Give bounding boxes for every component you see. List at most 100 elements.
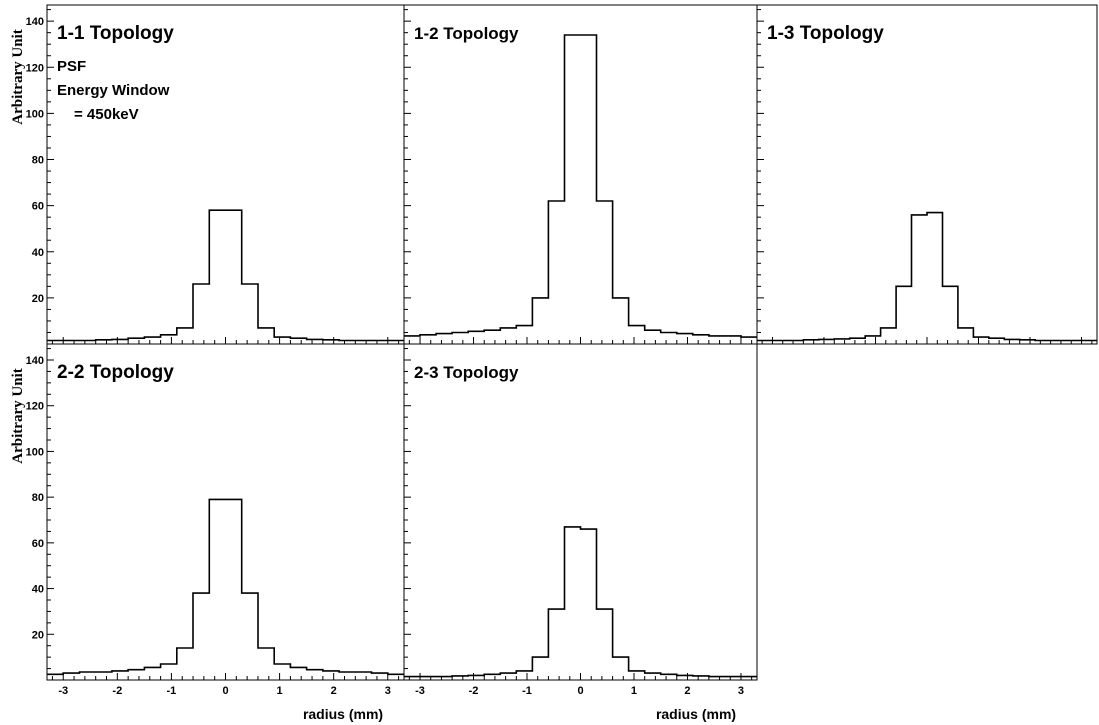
x-axis-label: radius (mm) — [303, 706, 383, 722]
histogram-bin — [355, 341, 371, 344]
x-tick-label: 3 — [738, 685, 744, 697]
histogram-bin — [290, 338, 306, 344]
panel-1-2-topology: 1-2 Topology — [403, 4, 758, 345]
histogram-bin — [881, 328, 896, 344]
histogram-bin — [112, 339, 128, 344]
histogram-bin — [645, 673, 661, 680]
histogram-bin — [803, 340, 818, 344]
histogram-bin — [834, 339, 849, 344]
histogram-bin — [1035, 341, 1050, 344]
y-tick-label: 40 — [32, 247, 44, 259]
y-tick-label: 40 — [32, 584, 44, 596]
histogram-bin — [258, 328, 274, 344]
histogram-bin — [274, 337, 290, 344]
x-tick-label: 2 — [331, 685, 337, 697]
histogram-bin — [372, 673, 388, 680]
panel-annotation: PSF — [57, 58, 86, 75]
histogram-bin — [741, 337, 757, 344]
histogram-bin — [177, 648, 193, 680]
panel-1-3-topology: 1-3 Topology — [756, 4, 1098, 345]
x-tick-label: 1 — [277, 685, 283, 697]
histogram-bin — [290, 667, 306, 680]
histogram-bin — [339, 341, 355, 344]
histogram-outline — [404, 526, 757, 678]
x-tick-label: 1 — [631, 685, 637, 697]
histogram-bin — [597, 609, 613, 680]
histogram-bin — [1082, 341, 1097, 344]
histogram-bin — [516, 326, 532, 344]
x-tick-label: -1 — [522, 685, 532, 697]
histogram-bin — [693, 676, 709, 680]
histogram-bin — [973, 337, 988, 344]
histogram-bin — [532, 657, 548, 680]
histogram-bin — [677, 334, 693, 344]
histogram-bin — [436, 677, 452, 680]
histogram-bin — [47, 674, 63, 680]
histogram-bin — [47, 341, 63, 344]
x-tick-label: -3 — [58, 685, 68, 697]
histogram-bin — [597, 201, 613, 344]
histogram-bin — [850, 338, 865, 344]
y-tick-label: 140 — [26, 16, 44, 28]
histogram-bin — [209, 210, 225, 344]
histogram-bin — [1066, 341, 1081, 344]
histogram-bin — [958, 328, 973, 344]
histogram-bin — [274, 664, 290, 680]
panel-title: 2-3 Topology — [414, 363, 519, 382]
panel-annotation: Energy Window — [57, 82, 170, 99]
histogram-bin — [388, 674, 404, 680]
histogram-bin — [1051, 341, 1066, 344]
y-tick-label: 60 — [32, 538, 44, 550]
histogram-bin — [161, 664, 177, 680]
panel-title: 1-2 Topology — [414, 24, 519, 43]
histogram-bin — [258, 648, 274, 680]
histogram-bin — [613, 298, 629, 344]
histogram-bin — [242, 593, 258, 680]
histogram-outline — [404, 34, 757, 338]
histogram-bin — [661, 332, 677, 344]
histogram-bin — [564, 527, 580, 680]
x-tick-label: -2 — [112, 685, 122, 697]
histogram-bin — [927, 213, 942, 344]
histogram-outline — [757, 211, 1097, 342]
histogram-bin — [912, 215, 927, 344]
histogram-bin — [819, 339, 834, 344]
histogram-bin — [79, 341, 95, 344]
y-tick-label: 120 — [26, 401, 44, 413]
histogram-bin — [79, 672, 95, 680]
histogram-bin — [63, 341, 79, 344]
histogram-outline — [47, 209, 404, 342]
panel-title: 1-3 Topology — [767, 23, 884, 44]
histogram-bin — [1004, 339, 1019, 344]
histogram-bin — [581, 529, 597, 680]
x-tick-label: 2 — [684, 685, 690, 697]
histogram-bin — [404, 677, 420, 680]
histogram-bin — [709, 336, 725, 344]
y-tick-label: 140 — [26, 355, 44, 367]
histogram-bin — [500, 673, 516, 680]
histogram-bin — [564, 35, 580, 344]
histogram-bin — [372, 341, 388, 344]
histogram-bin — [677, 675, 693, 680]
histogram-bin — [788, 341, 803, 344]
histogram-bin — [96, 340, 112, 344]
histogram-bin — [613, 657, 629, 680]
x-tick-label: 0 — [222, 685, 228, 697]
histogram-bin — [516, 671, 532, 680]
histogram-bin — [532, 298, 548, 344]
y-tick-label: 80 — [32, 492, 44, 504]
y-tick-label: 100 — [26, 446, 44, 458]
histogram-bin — [661, 674, 677, 680]
histogram-bin — [388, 341, 404, 344]
histogram-bin — [645, 330, 661, 344]
y-tick-label: 20 — [32, 629, 44, 641]
histogram-bin — [323, 340, 339, 344]
histogram-bin — [339, 672, 355, 680]
histogram-bin — [209, 499, 225, 680]
histogram-bin — [989, 338, 1004, 344]
panel-2-2-topology: 20 40 60 80 100 120 140 -3 -2 -1 0 1 2 3 2-2 Topology A… — [10, 343, 405, 722]
histogram-bin — [177, 328, 193, 344]
histogram-bin — [96, 672, 112, 680]
histogram-bin — [436, 334, 452, 344]
